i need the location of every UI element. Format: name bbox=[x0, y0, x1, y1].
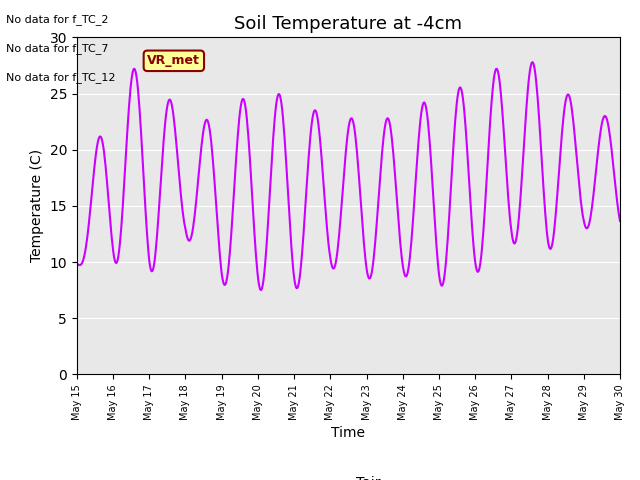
Text: No data for f_TC_12: No data for f_TC_12 bbox=[6, 72, 116, 83]
X-axis label: Time: Time bbox=[332, 426, 365, 440]
Title: Soil Temperature at -4cm: Soil Temperature at -4cm bbox=[234, 15, 463, 33]
Legend: Tair: Tair bbox=[311, 470, 386, 480]
Text: VR_met: VR_met bbox=[147, 54, 200, 67]
Y-axis label: Temperature (C): Temperature (C) bbox=[30, 149, 44, 263]
Text: No data for f_TC_2: No data for f_TC_2 bbox=[6, 14, 109, 25]
Text: No data for f_TC_7: No data for f_TC_7 bbox=[6, 43, 109, 54]
